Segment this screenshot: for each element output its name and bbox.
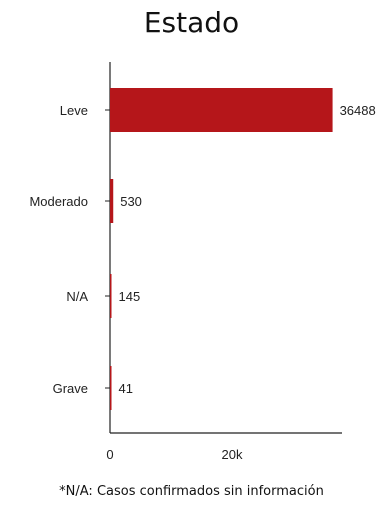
category-label-1: Leve bbox=[60, 103, 88, 118]
bar-2 bbox=[110, 179, 114, 223]
category-label-2: Moderado bbox=[29, 194, 88, 209]
footnote: *N/A: Casos confirmados sin información bbox=[59, 484, 324, 499]
value-label-4: 41 bbox=[119, 381, 133, 396]
x-tick-label-1: 0 bbox=[106, 447, 113, 462]
chart-title: Estado bbox=[143, 6, 240, 39]
category-label-3: N/A bbox=[66, 289, 88, 304]
bar-4 bbox=[110, 366, 112, 410]
value-label-3: 145 bbox=[119, 289, 141, 304]
category-label-4: Grave bbox=[53, 381, 88, 396]
value-label-1: 36488 bbox=[340, 103, 376, 118]
bar-3 bbox=[110, 274, 112, 318]
x-tick-label-2: 20k bbox=[222, 447, 243, 462]
value-label-2: 530 bbox=[120, 194, 142, 209]
bar-1 bbox=[110, 88, 333, 132]
